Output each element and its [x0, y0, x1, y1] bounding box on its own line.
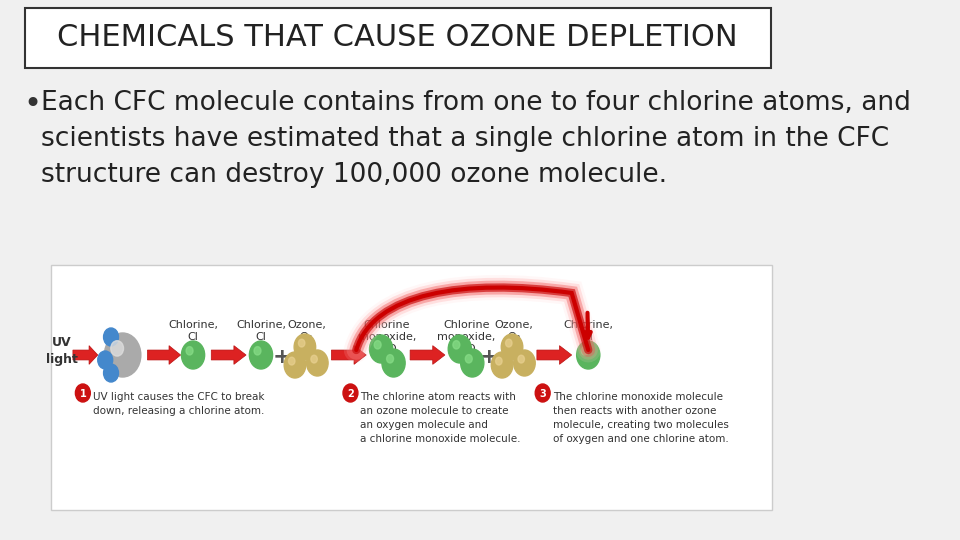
- FancyArrow shape: [410, 346, 444, 365]
- FancyBboxPatch shape: [25, 8, 771, 68]
- FancyArrow shape: [331, 346, 366, 365]
- Text: monoxide,: monoxide,: [437, 332, 495, 342]
- Circle shape: [311, 355, 318, 363]
- Circle shape: [506, 339, 512, 347]
- Text: Chlorine,: Chlorine,: [168, 320, 218, 330]
- Circle shape: [453, 341, 460, 349]
- Text: ClO: ClO: [377, 344, 396, 354]
- Text: +: +: [273, 347, 291, 367]
- FancyArrow shape: [211, 346, 246, 365]
- Circle shape: [98, 351, 112, 369]
- Text: Chlorine,: Chlorine,: [236, 320, 286, 330]
- Text: O₃: O₃: [507, 332, 520, 342]
- Text: light: light: [46, 353, 78, 366]
- Text: 2: 2: [348, 389, 354, 399]
- Text: 3: 3: [540, 389, 546, 399]
- Text: CHEMICALS THAT CAUSE OZONE DEPLETION: CHEMICALS THAT CAUSE OZONE DEPLETION: [58, 24, 738, 52]
- Circle shape: [518, 355, 524, 363]
- Circle shape: [582, 347, 588, 355]
- Circle shape: [514, 350, 536, 376]
- Circle shape: [577, 341, 600, 369]
- Circle shape: [495, 357, 502, 365]
- Text: Chlorine: Chlorine: [444, 320, 490, 330]
- Text: Cl: Cl: [187, 332, 199, 342]
- Text: +: +: [479, 347, 498, 367]
- Circle shape: [374, 341, 381, 349]
- Circle shape: [306, 350, 328, 376]
- Text: Chlorine,: Chlorine,: [564, 320, 613, 330]
- Text: The chlorine monoxide molecule
then reacts with another ozone
molecule, creating: The chlorine monoxide molecule then reac…: [553, 392, 729, 444]
- Text: UV light causes the CFC to break
down, releasing a chlorine atom.: UV light causes the CFC to break down, r…: [93, 392, 264, 416]
- Text: 1: 1: [80, 389, 86, 399]
- Text: monoxide,: monoxide,: [358, 332, 416, 342]
- Circle shape: [254, 347, 261, 355]
- Circle shape: [448, 335, 471, 363]
- Circle shape: [110, 341, 124, 356]
- Circle shape: [492, 352, 513, 378]
- Text: The chlorine atom reacts with
an ozone molecule to create
an oxygen molecule and: The chlorine atom reacts with an ozone m…: [360, 392, 521, 444]
- FancyArrow shape: [537, 346, 571, 365]
- Circle shape: [284, 352, 305, 378]
- Circle shape: [387, 355, 394, 363]
- Text: Ozone,: Ozone,: [494, 320, 533, 330]
- Circle shape: [250, 341, 273, 369]
- Circle shape: [370, 335, 393, 363]
- Text: Cl: Cl: [583, 332, 593, 342]
- Circle shape: [105, 333, 141, 377]
- Text: Chlorine: Chlorine: [364, 320, 410, 330]
- Text: Cl: Cl: [255, 332, 267, 342]
- Text: UV: UV: [53, 336, 72, 349]
- Text: Ozone,: Ozone,: [287, 320, 326, 330]
- Circle shape: [461, 349, 484, 377]
- Circle shape: [343, 384, 358, 402]
- FancyBboxPatch shape: [52, 265, 772, 510]
- Text: O₃: O₃: [300, 332, 313, 342]
- FancyArrow shape: [73, 346, 98, 365]
- Circle shape: [382, 349, 405, 377]
- Circle shape: [294, 334, 316, 360]
- Circle shape: [104, 328, 118, 346]
- Circle shape: [104, 364, 118, 382]
- Circle shape: [289, 357, 295, 365]
- Circle shape: [181, 341, 204, 369]
- Circle shape: [501, 334, 523, 360]
- FancyArrow shape: [148, 346, 180, 365]
- Circle shape: [536, 384, 550, 402]
- Circle shape: [186, 347, 193, 355]
- Circle shape: [466, 355, 472, 363]
- Text: ClO: ClO: [457, 344, 476, 354]
- Text: •: •: [23, 90, 41, 119]
- Circle shape: [299, 339, 305, 347]
- Circle shape: [76, 384, 90, 402]
- Text: Each CFC molecule contains from one to four chlorine atoms, and
scientists have : Each CFC molecule contains from one to f…: [41, 90, 911, 188]
